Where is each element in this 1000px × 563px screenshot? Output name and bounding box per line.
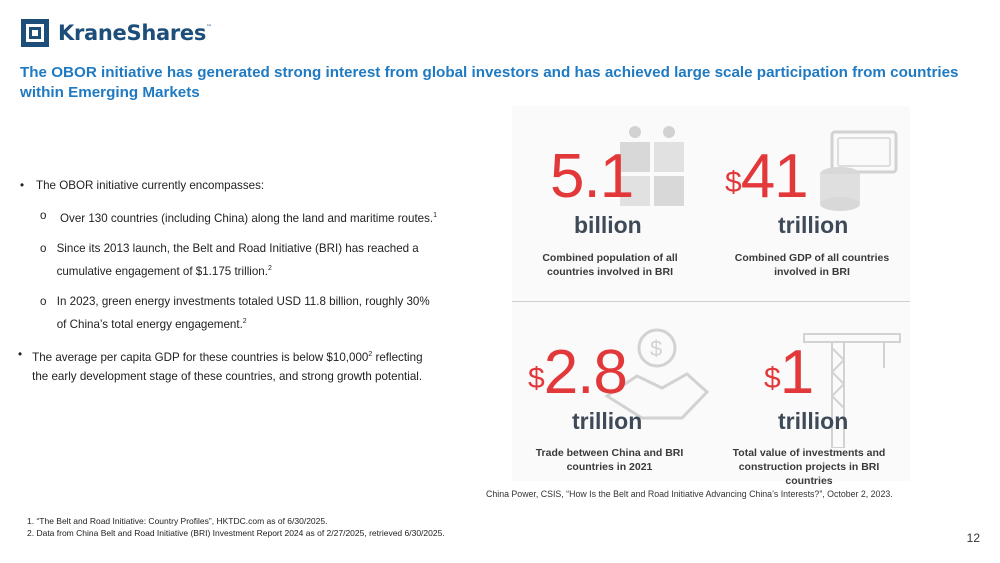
people-puzzle-icon xyxy=(620,126,684,206)
stat-value: $41 xyxy=(725,142,809,211)
crane-icon xyxy=(803,333,901,448)
stat-value: $1 xyxy=(764,338,814,407)
stat-caption: Trade between China and BRI countries in… xyxy=(535,447,684,473)
bullet-item: • The average per capita GDP for these c… xyxy=(18,345,438,388)
footnote: 2. Data from China Belt and Road Initiat… xyxy=(27,528,445,538)
stat-value: 5.1 xyxy=(550,142,634,211)
sub-bullet-item: o Since its 2013 launch, the Belt and Ro… xyxy=(40,239,438,282)
logo-text: KraneShares™ xyxy=(58,21,212,45)
bullet-text: The average per capita GDP for these cou… xyxy=(32,350,423,384)
svg-text:$: $ xyxy=(650,336,662,361)
stat-unit: trillion xyxy=(572,408,643,434)
handshake-icon: $ xyxy=(604,328,710,420)
sub-bullet-text: Over 130 countries (including China) alo… xyxy=(60,211,438,225)
stat-unit: trillion xyxy=(778,408,849,434)
page-title: The OBOR initiative has generated strong… xyxy=(20,64,959,101)
divider xyxy=(512,301,910,302)
stat-value: $2.8 xyxy=(528,338,628,407)
page-number: 12 xyxy=(966,531,980,545)
stat-caption: Combined population of all countries inv… xyxy=(542,252,678,278)
stat-caption: Total value of investments and construct… xyxy=(732,447,886,487)
money-coins-icon xyxy=(820,130,898,211)
footnote: 1. “The Belt and Road Initiative: Countr… xyxy=(27,516,328,526)
stat-unit: trillion xyxy=(778,212,849,238)
sub-bullet-item: o In 2023, green energy investments tota… xyxy=(40,292,438,335)
bullet-item: • The OBOR initiative currently encompas… xyxy=(18,176,438,196)
stat-unit: billion xyxy=(574,212,642,238)
bullet-list: • The OBOR initiative currently encompas… xyxy=(18,176,438,397)
footnotes: 1. “The Belt and Road Initiative: Countr… xyxy=(27,515,445,539)
bri-infographic: 5.1 billion Combined population of all c… xyxy=(512,106,910,487)
kraneshares-logo-mark-icon xyxy=(21,19,49,47)
bullet-text: The OBOR initiative currently encompasse… xyxy=(36,179,265,192)
source-note: China Power, CSIS, “How Is the Belt and … xyxy=(486,489,893,499)
sub-bullet-text: In 2023, green energy investments totale… xyxy=(56,294,430,331)
sub-bullet-item: o Over 130 countries (including China) a… xyxy=(40,206,438,229)
sub-bullet-text: Since its 2013 launch, the Belt and Road… xyxy=(56,241,419,278)
kraneshares-logo: KraneShares™ xyxy=(20,18,212,48)
stat-caption: Combined GDP of all countries involved i… xyxy=(734,252,890,278)
